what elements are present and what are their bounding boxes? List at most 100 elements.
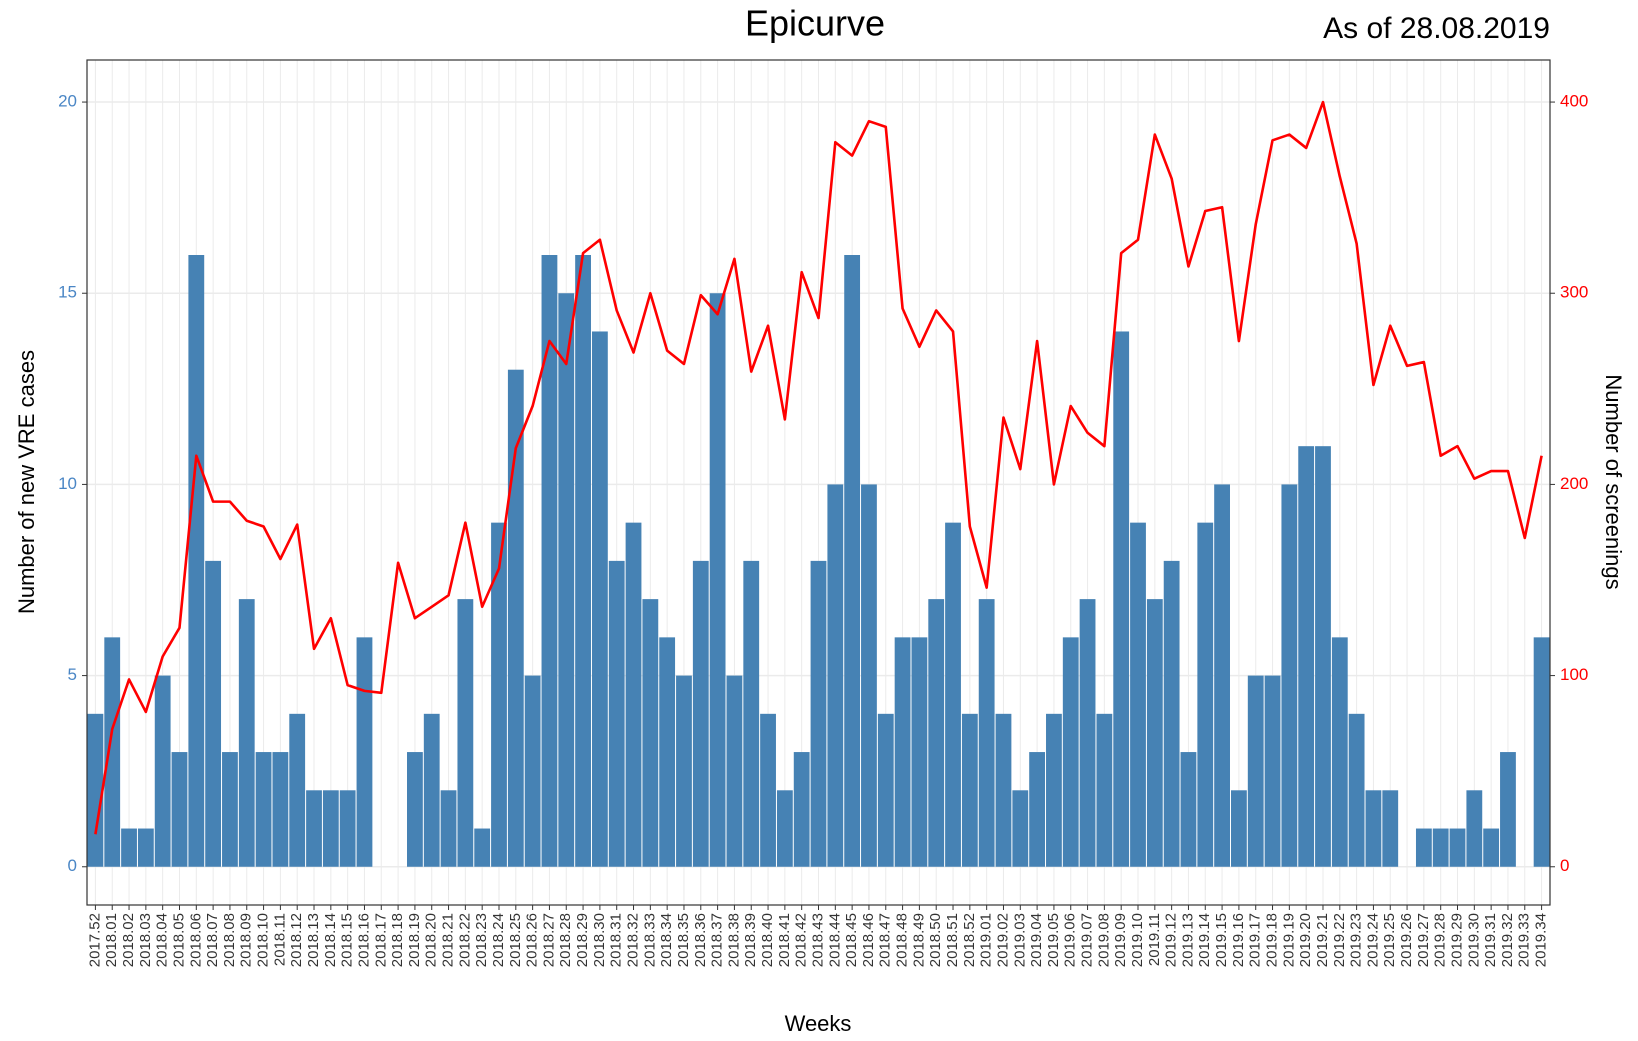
bar [356,637,373,867]
x-tick-label: 2019.29 [1448,913,1465,967]
y2-axis-title: Number of screenings [1601,374,1626,589]
x-tick-label: 2018.30 [591,913,608,967]
bar [121,828,137,867]
line [94,100,1543,835]
x-tick-label: 2019.08 [1095,913,1112,967]
bar [104,637,121,867]
bar [1146,599,1163,867]
bar [222,752,238,867]
x-tick-label: 2018.43 [809,913,826,967]
bar [1130,522,1146,867]
x-tick-label: 2019.15 [1213,913,1230,967]
x-tick-label: 2019.19 [1280,913,1297,967]
x-tick-label: 2018.09 [238,913,255,967]
x-tick-label: 2018.45 [843,913,860,967]
chart-subtitle: As of 28.08.2019 [1323,12,1550,45]
x-tick-label: 2018.38 [725,913,742,967]
bar [272,752,289,867]
x-tick-label: 2018.28 [557,913,574,967]
bar [407,752,423,867]
bar [1214,484,1230,867]
bar [255,752,272,867]
x-tick-label: 2018.51 [944,913,961,967]
x-tick-label: 2018.11 [271,913,288,966]
x-tick-label: 2018.42 [793,913,810,967]
x-tick-label: 2019.16 [1230,913,1247,967]
bar [1012,790,1029,867]
x-tick-label: 2018.37 [709,913,726,967]
x-tick-label: 2019.09 [1112,913,1129,967]
x-tick-label: 2019.21 [1314,913,1331,967]
bar [87,713,104,867]
x-tick-label: 2018.48 [894,913,911,967]
x-tick-label: 2018.22 [456,913,473,967]
bar [692,560,709,867]
bar [507,369,524,867]
bar [524,675,541,867]
bar [1415,828,1432,867]
x-tick-label: 2018.41 [776,913,793,967]
bar [188,255,205,867]
x-tick-label: 2018.01 [103,913,120,967]
bar [558,293,575,867]
x-tick-label: 2018.31 [608,913,625,967]
bar [457,599,474,867]
bar [205,560,222,867]
bar [423,713,440,867]
x-tick-label: 2019.11 [1146,913,1163,966]
x-tick-label: 2019.17 [1247,913,1264,967]
x-tick-label: 2019.34 [1533,913,1550,967]
x-tick-label: 2019.24 [1364,913,1381,967]
x-tick-label: 2017.52 [86,913,103,967]
bar [743,560,760,867]
x-tick-label: 2019.14 [1196,913,1213,967]
bar [1432,828,1449,867]
y2-tick-label: 100 [1560,665,1588,684]
y-tick-label: 10 [58,474,77,493]
x-tick-label: 2019.10 [1129,913,1146,967]
panel-border [86,59,1551,906]
x-tick-label: 2019.30 [1465,913,1482,967]
bar [1533,637,1550,867]
y2-tick-label: 200 [1560,474,1588,493]
bar [1281,484,1298,867]
bar [1180,752,1197,867]
bar [894,637,911,867]
bar [861,484,877,867]
bar [827,484,844,867]
bar [154,675,171,867]
bar [339,790,356,867]
y-axis-title: Number of new VRE cases [14,350,39,614]
x-tick-label: 2019.03 [1011,913,1028,967]
bar [575,255,591,867]
y-tick-label: 15 [58,283,77,302]
x-tick-label: 2018.04 [154,913,171,967]
x-tick-label: 2019.28 [1432,913,1449,967]
x-tick-label: 2018.07 [204,913,221,967]
y-tick-label: 5 [68,665,77,684]
y-tick-label: 20 [58,92,77,111]
bar [1247,675,1264,867]
x-tick-label: 2018.02 [120,913,137,967]
x-tick-label: 2019.33 [1516,913,1533,967]
x-tick-label: 2018.26 [524,913,541,967]
x-tick-label: 2019.01 [978,913,995,967]
bar [760,713,776,867]
bar [608,560,625,867]
x-tick-label: 2018.19 [406,913,423,967]
bar [1382,790,1399,867]
bar [726,675,743,867]
x-tick-label: 2018.15 [339,913,356,967]
bar [491,522,507,867]
bar [171,752,188,867]
x-tick-label: 2018.18 [389,913,406,967]
x-tick-label: 2018.34 [658,913,675,967]
bar [474,828,491,867]
bar [844,255,861,867]
x-tick-label: 2018.39 [742,913,759,967]
x-tick-label: 2018.05 [170,913,187,967]
x-tick-label: 2018.06 [187,913,204,967]
x-tick-label: 2019.18 [1264,913,1281,967]
bar [793,752,810,867]
